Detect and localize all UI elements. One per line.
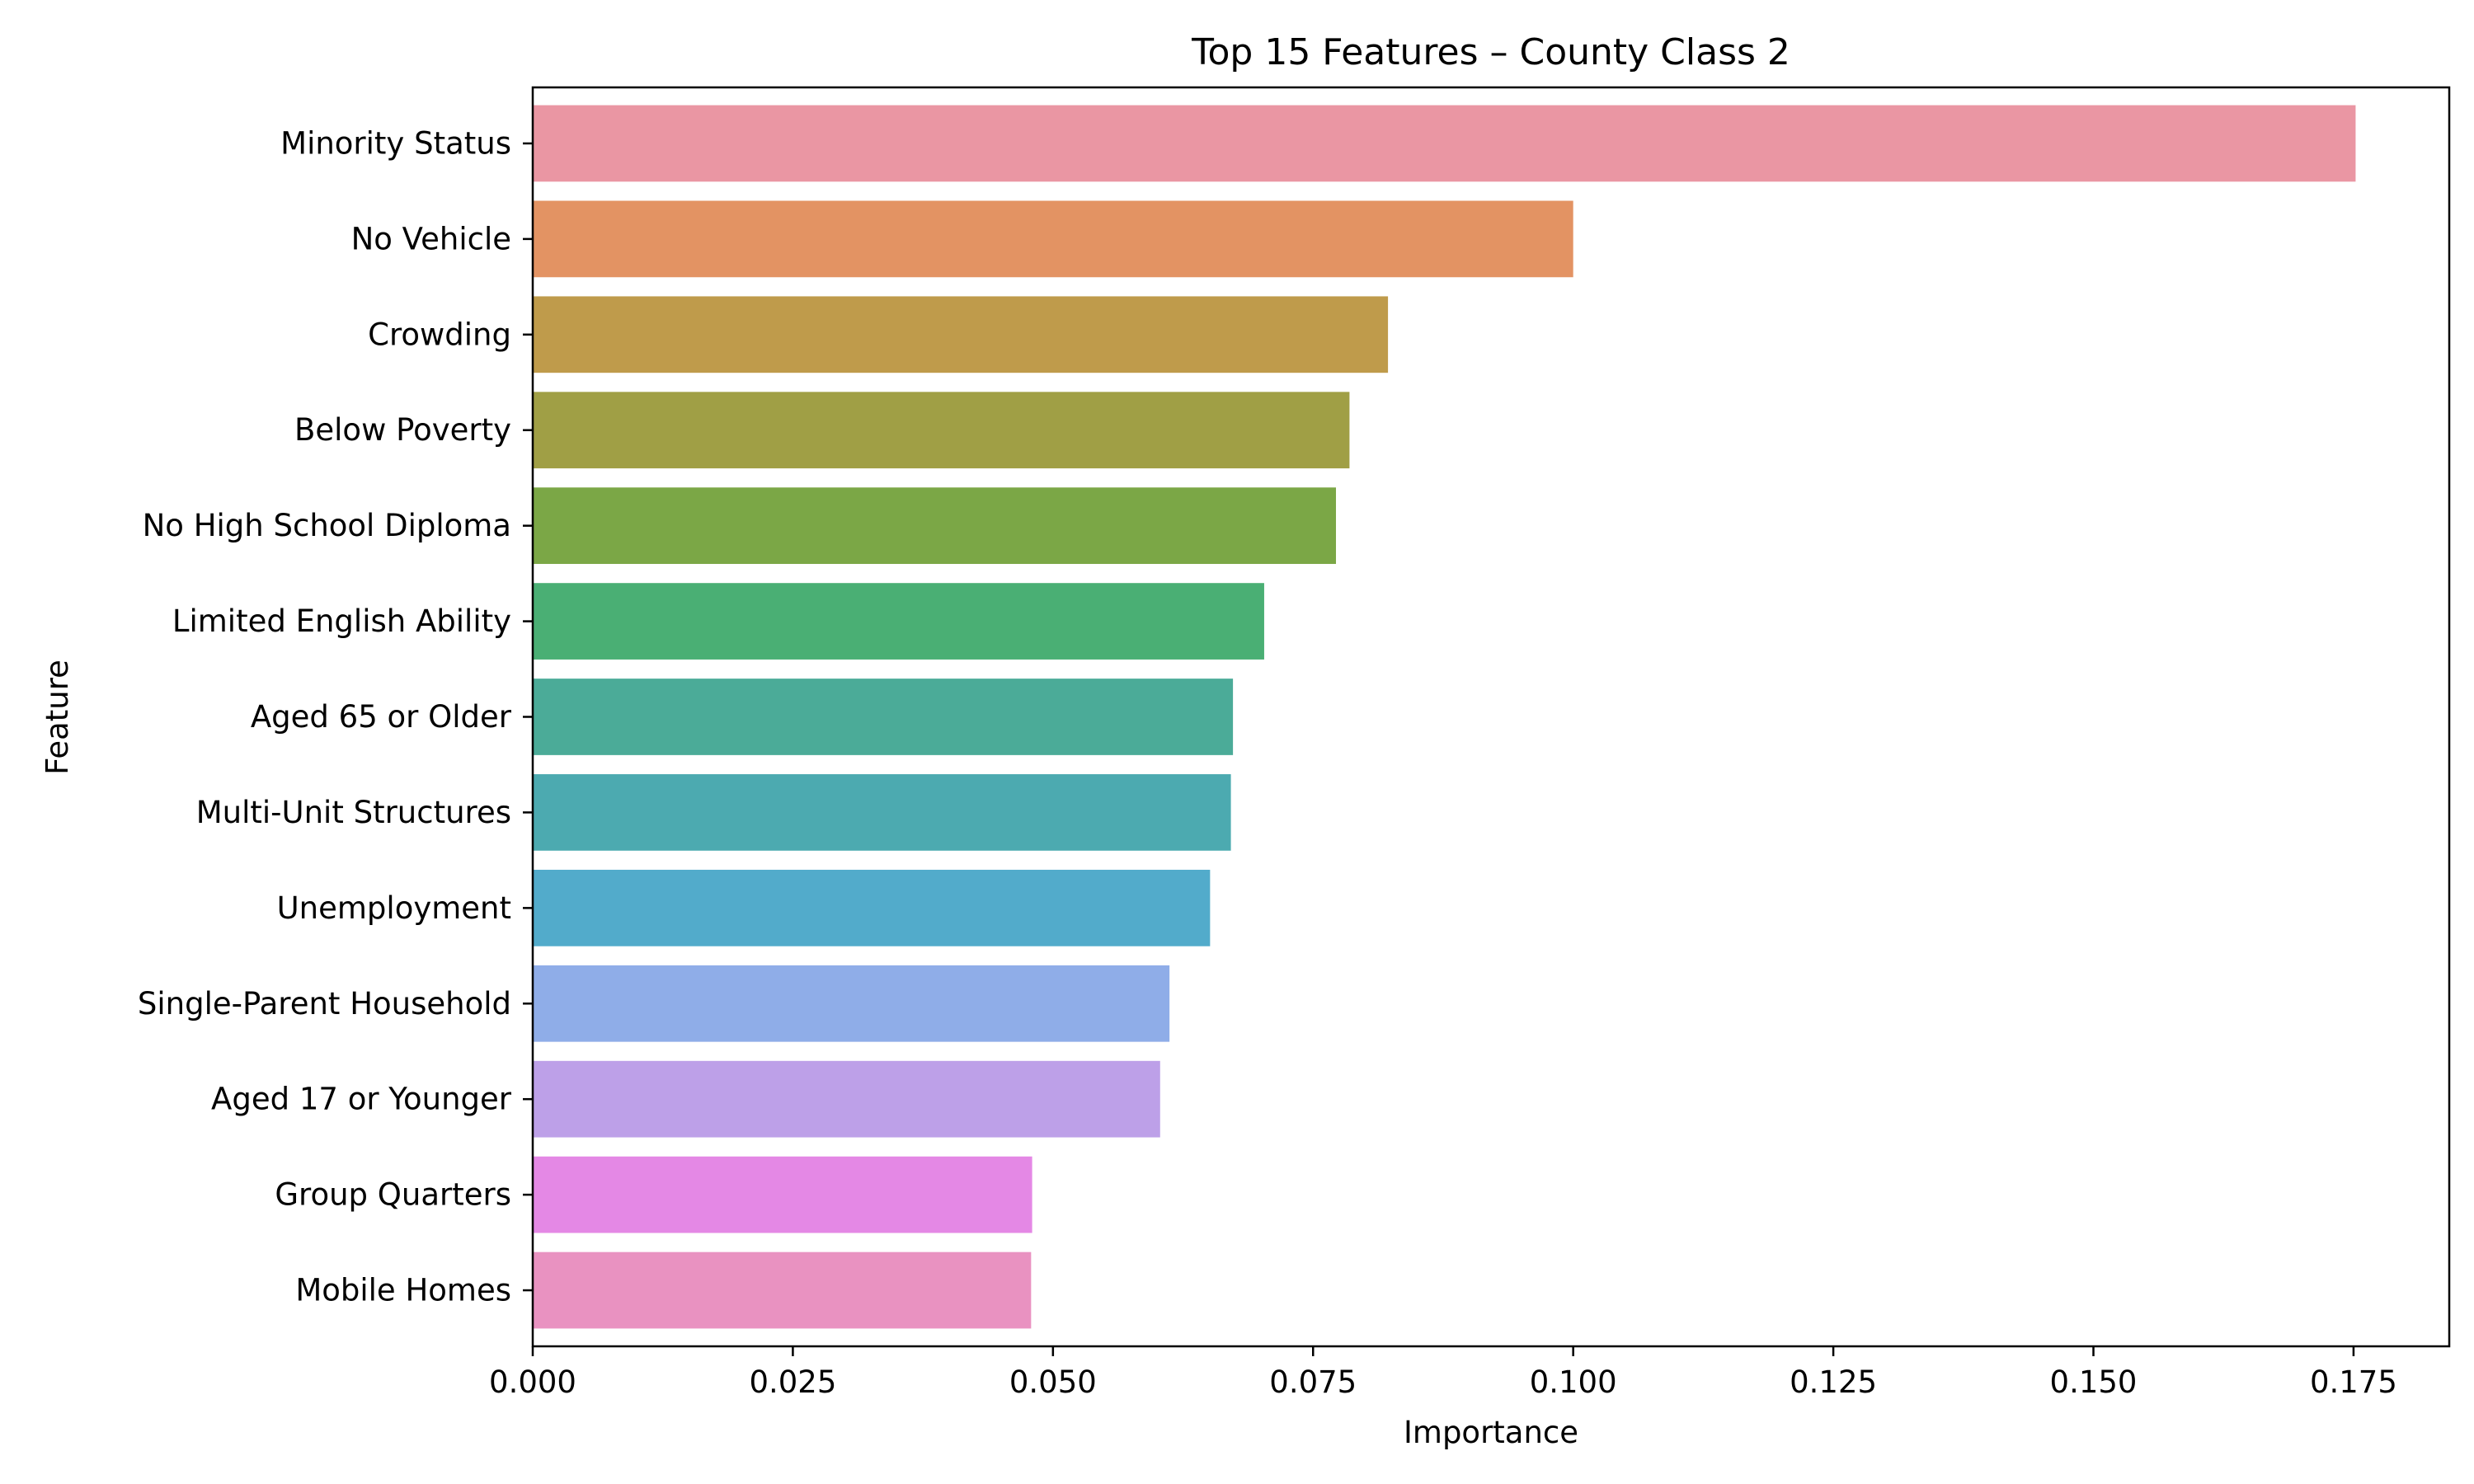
bar-unemployment [533,869,1211,946]
bar-limited-english-ability [533,583,1264,660]
chart-title: Top 15 Features – County Class 2 [1191,31,1790,73]
bar-group-quarters [533,1156,1032,1233]
x-tick-label: 0.025 [749,1364,836,1400]
y-tick-label: Unemployment [277,890,511,926]
y-tick-label: Aged 17 or Younger [211,1082,512,1117]
bar-no-vehicle [533,200,1573,278]
y-tick-label: No Vehicle [351,221,511,256]
x-tick-label: 0.150 [2050,1364,2138,1400]
y-tick-labels: Minority Status No Vehicle Crowding Below P… [138,125,533,1308]
y-tick-label: Aged 65 or Older [251,699,512,735]
y-tick-label: Group Quarters [275,1177,511,1213]
y-tick-label: Crowding [368,317,511,352]
bar-below-poverty [533,392,1350,469]
bars-group [533,105,2356,1329]
y-tick-label: Limited English Ability [172,603,511,639]
bar-mobile-homes [533,1252,1032,1329]
y-tick-label: Single-Parent Household [138,986,511,1021]
x-tick-label: 0.125 [1790,1364,1877,1400]
y-tick-label: Mobile Homes [295,1273,511,1308]
x-tick-label: 0.075 [1269,1364,1357,1400]
plot-frame [531,86,2451,1348]
x-tick-label: 0.175 [2310,1364,2397,1400]
y-axis-label: Feature [40,660,75,775]
x-tick-label: 0.100 [1530,1364,1617,1400]
y-tick-label: Below Poverty [294,412,511,448]
y-tick-label: No High School Diploma [143,508,511,543]
x-tick-label: 0.000 [489,1364,576,1400]
bar-no-high-school-diploma [533,487,1337,565]
x-ticks-group: 0.000 0.025 0.050 0.075 0.100 0.125 0.150 0.175 [489,1346,2397,1400]
bar-single-parent-household [533,965,1170,1042]
y-tick-label: Multi-Unit Structures [196,795,511,830]
bar-crowding [533,296,1389,373]
x-axis-label: Importance [1404,1415,1578,1450]
x-tick-label: 0.050 [1009,1364,1097,1400]
bar-multi-unit-structures [533,774,1231,851]
bar-aged-65-or-older [533,679,1234,755]
bar-minority-status [533,105,2356,182]
y-tick-label: Minority Status [280,125,511,161]
bar-aged-17-or-younger [533,1060,1160,1138]
